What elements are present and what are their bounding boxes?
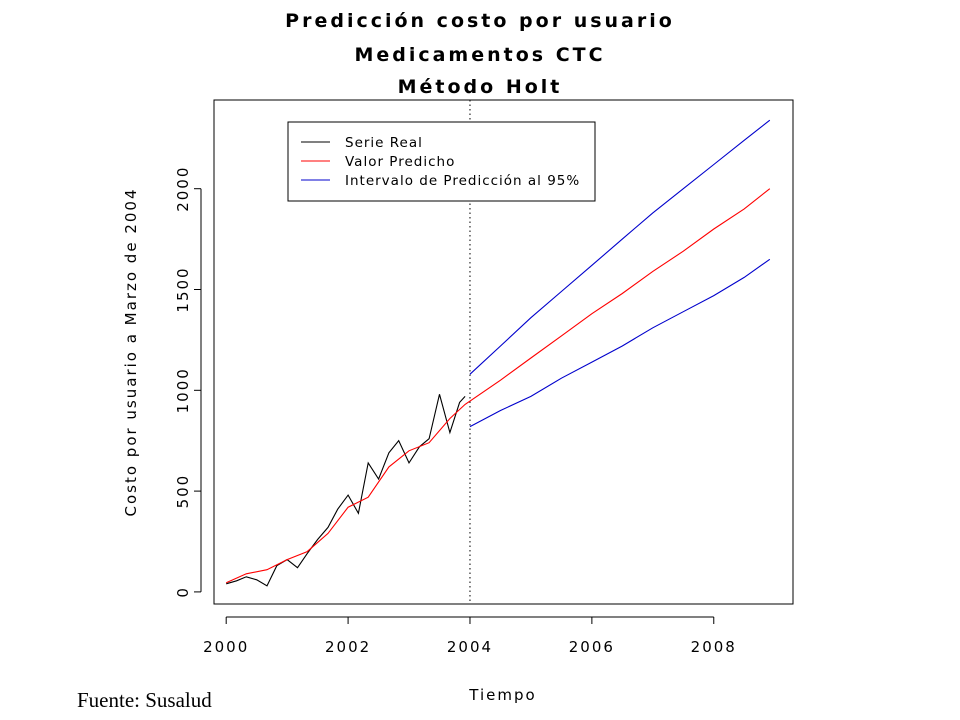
source-note: Fuente: Susalud [77, 688, 212, 712]
y-tick-label: 1500 [174, 266, 192, 312]
series-line [469, 258, 771, 428]
legend: Serie Real Valor Predicho Intervalo de Pre… [287, 121, 596, 202]
series-line [469, 119, 771, 375]
legend-entry-label: Serie Real [345, 135, 423, 151]
axes-layer: 2000 2002 2004 2006 2008 0 500 1000 1500 2000 [174, 99, 794, 656]
series-line [226, 394, 466, 587]
x-tick-label: 2004 [447, 638, 493, 656]
legend-entry-label: Valor Predicho [345, 154, 455, 170]
x-tick-label: 2006 [569, 638, 615, 656]
y-tick-label: 2000 [174, 166, 192, 212]
chart-title-line-3: Método Holt [397, 76, 563, 98]
chart-title-line-1: Predicción costo por usuario [285, 10, 675, 32]
x-axis-label: Tiempo [468, 686, 536, 704]
legend-box [287, 121, 596, 202]
x-tick-label: 2008 [691, 638, 737, 656]
y-tick-label: 500 [174, 474, 192, 509]
y-axis-label: Costo por usuario a Marzo de 2004 [122, 188, 140, 517]
x-tick-label: 2002 [325, 638, 371, 656]
x-tick-label: 2000 [203, 638, 249, 656]
y-tick-label: 0 [174, 586, 192, 598]
plot-frame [213, 99, 794, 605]
legend-entry-label: Intervalo de Predicción al 95% [345, 173, 580, 189]
y-tick-label: 1000 [174, 367, 192, 413]
series-line [225, 188, 771, 584]
series-layer [225, 119, 771, 587]
chart-title-line-2: Medicamentos CTC [354, 44, 606, 66]
